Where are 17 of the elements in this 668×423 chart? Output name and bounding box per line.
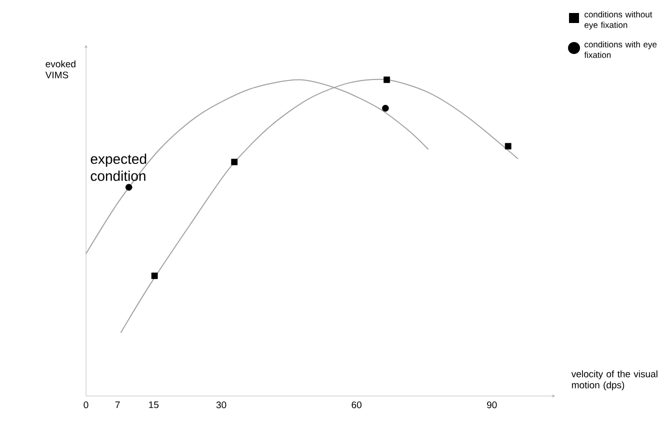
legend-label: conditions without eye fixation [584,11,652,30]
annotation: expected condition [90,154,146,181]
point [125,184,132,191]
x-tick-label: 0 [84,402,88,408]
x-tick-label: 7 [115,401,120,408]
point [504,142,512,150]
point [384,76,390,83]
point [231,158,238,166]
y-axis-title: evoked VIMS [45,60,76,78]
x-tick-label: 15 [149,401,159,408]
point [151,272,158,280]
point [382,104,389,112]
legend-label: conditions with eye fixation [584,41,657,58]
x-tick-label: 30 [216,402,226,408]
x-axis-title: velocity of the visual motion (dps) [571,370,658,390]
x-tick-label: 60 [352,402,362,408]
x-tick-label: 90 [487,402,497,408]
